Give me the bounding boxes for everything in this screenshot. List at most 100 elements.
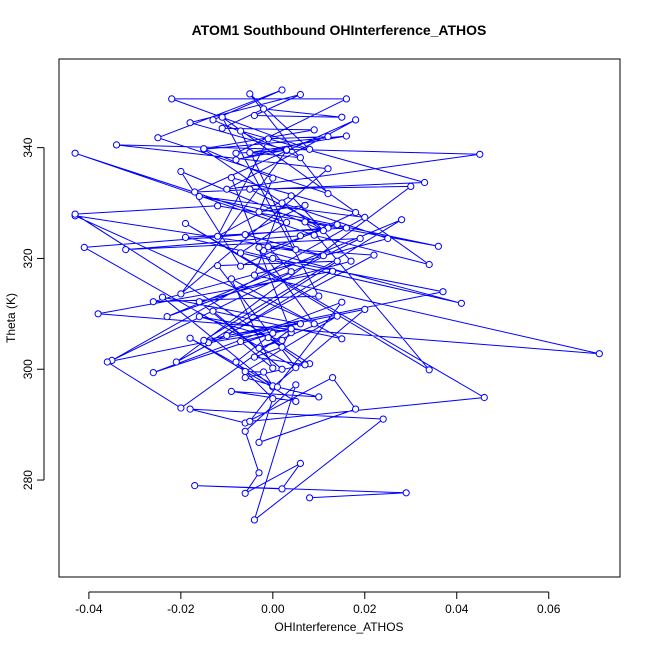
data-point (163, 313, 171, 321)
data-point (158, 293, 167, 301)
data-point (214, 202, 222, 210)
data-point (250, 271, 258, 279)
data-point (347, 257, 355, 265)
data-point (361, 213, 369, 221)
data-point (181, 233, 190, 241)
data-point (310, 320, 318, 328)
data-point (250, 111, 258, 120)
data-point (425, 260, 433, 269)
data-point (218, 124, 226, 132)
data-point (94, 310, 102, 318)
data-point (292, 397, 300, 405)
x-tick-label: -0.04 (75, 602, 103, 616)
data-point (333, 312, 341, 320)
data-point (595, 350, 603, 358)
data-point (292, 364, 300, 372)
data-point (301, 218, 309, 226)
data-point (425, 366, 433, 374)
data-point (287, 192, 295, 200)
data-point (250, 516, 258, 524)
data-point (269, 364, 277, 372)
series-line (73, 89, 600, 522)
y-axis: 280 300 320 340 (21, 137, 45, 490)
x-tick-label: 0.04 (445, 602, 469, 616)
data-point (338, 335, 346, 343)
data-point (241, 374, 249, 382)
data-point (237, 337, 245, 346)
data-point (329, 374, 337, 382)
data-point (296, 459, 304, 467)
data-point (209, 116, 217, 124)
data-point (71, 149, 79, 157)
data-point (306, 494, 314, 502)
data-point (296, 90, 304, 99)
data-point (177, 290, 185, 298)
data-point (333, 257, 341, 265)
data-point (379, 415, 387, 423)
data-point (342, 224, 350, 232)
data-point (218, 113, 226, 121)
data-point (241, 489, 249, 497)
data-point (191, 188, 199, 196)
data-point (439, 288, 447, 296)
data-point (283, 218, 291, 226)
data-point (255, 438, 263, 446)
data-point (292, 381, 300, 389)
data-point (255, 469, 263, 477)
data-point (296, 232, 304, 240)
data-point (255, 344, 263, 352)
data-point (237, 249, 245, 257)
data-point (241, 367, 249, 376)
data-point (283, 146, 291, 154)
data-point (246, 417, 254, 425)
data-point (200, 336, 208, 344)
data-point (227, 275, 235, 283)
data-point (269, 254, 277, 262)
data-point (246, 149, 254, 157)
data-point (278, 336, 286, 344)
data-point (434, 242, 442, 250)
data-point (186, 119, 194, 127)
data-point (269, 174, 277, 182)
data-point (273, 383, 281, 391)
data-point (191, 482, 199, 490)
data-point (227, 174, 235, 182)
y-tick-label: 340 (21, 137, 35, 157)
data-point (310, 231, 318, 239)
data-point (301, 361, 309, 369)
data-point (306, 145, 314, 153)
data-point (333, 221, 341, 229)
data-point (292, 246, 300, 254)
data-point (195, 298, 203, 306)
data-point (186, 405, 194, 413)
x-tick-label: -0.02 (167, 602, 195, 616)
data-point (324, 133, 332, 141)
data-point (342, 95, 350, 103)
data-point (287, 325, 295, 333)
data-point (122, 246, 130, 254)
data-point (315, 393, 323, 401)
data-point (250, 353, 258, 361)
data-point (338, 298, 346, 306)
data-point (195, 313, 203, 321)
x-axis-label: OHInterference_ATHOS (274, 620, 403, 634)
data-point (149, 369, 157, 377)
data-point (237, 127, 245, 135)
data-point (361, 305, 369, 313)
data-point (246, 185, 254, 193)
data-point (80, 243, 88, 251)
data-point (255, 208, 263, 216)
y-tick-label: 320 (21, 248, 35, 268)
data-point (319, 252, 327, 260)
data-point (232, 149, 240, 157)
data-point (232, 358, 240, 366)
data-point (319, 227, 327, 235)
series-layer (73, 89, 600, 522)
chart-title: ATOM1 Southbound OHInterference_ATHOS (192, 22, 487, 38)
data-point (255, 243, 263, 251)
data-point (264, 243, 272, 251)
data-point (356, 234, 364, 243)
marker-layer (71, 86, 603, 524)
